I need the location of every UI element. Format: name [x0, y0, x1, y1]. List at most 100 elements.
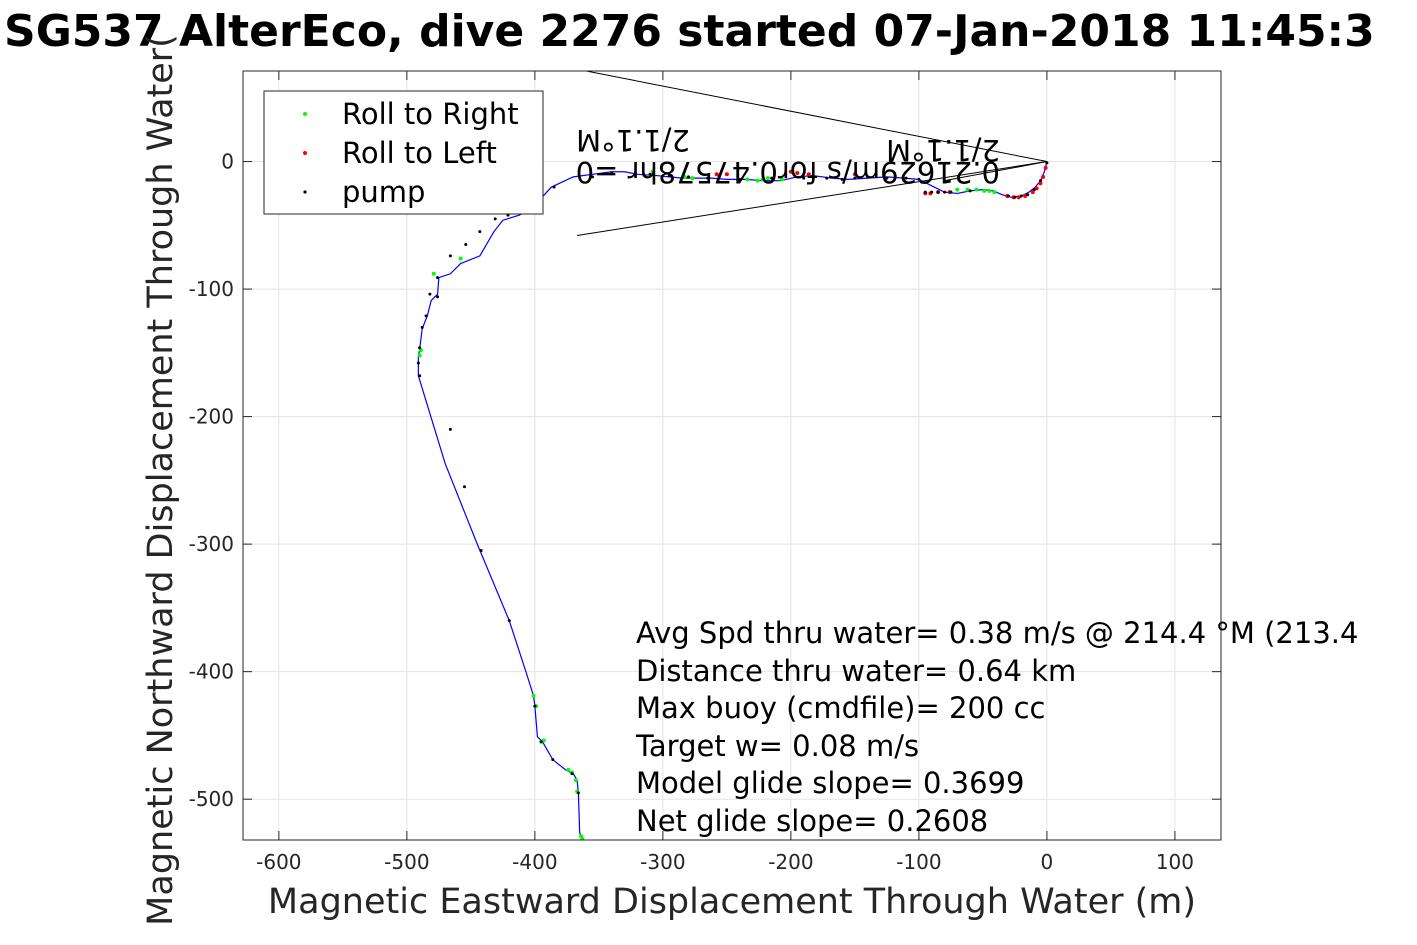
y-tick-label: -300 — [189, 532, 234, 556]
pump-point — [448, 427, 452, 431]
legend-marker-pump — [303, 190, 307, 194]
roll-to-right-point — [965, 187, 970, 192]
pump-point — [448, 254, 452, 258]
pump-point — [1026, 193, 1030, 197]
pump-point — [576, 791, 580, 795]
pump-point — [667, 174, 671, 178]
pump-point — [478, 230, 482, 234]
pump-point — [904, 176, 908, 180]
pump-point — [1007, 194, 1011, 198]
data-series — [416, 161, 1049, 840]
pump-point — [1045, 161, 1049, 165]
pump-point — [428, 292, 432, 296]
roll-to-right-point — [955, 187, 960, 192]
legend-box — [263, 90, 544, 215]
roll-to-right-point — [418, 348, 423, 353]
roll-to-left-point — [1038, 181, 1043, 186]
pump-point — [968, 189, 972, 193]
pump-point — [648, 172, 652, 176]
pump-point — [420, 325, 424, 329]
stat-avg-speed: Avg Spd thru water= 0.38 m/s @ 214.4 °M … — [636, 616, 1358, 650]
pump-point — [416, 361, 420, 365]
roll-to-right-point — [690, 176, 695, 181]
roll-to-right-point — [682, 174, 687, 179]
roll-to-left-point — [1041, 174, 1046, 179]
pump-point — [917, 177, 921, 181]
pump-point — [885, 176, 889, 180]
roll-to-right-point — [578, 834, 583, 839]
roll-to-right-point — [573, 778, 578, 783]
pump-point — [464, 242, 468, 246]
pump-point — [610, 171, 614, 175]
x-tick-label: -600 — [256, 850, 301, 874]
grid-lines — [243, 71, 1221, 840]
pump-point — [825, 176, 829, 180]
flipped-heading-label-2: 2/1.1°M — [886, 133, 1000, 167]
roll-to-left-point — [717, 173, 722, 178]
roll-to-right-point — [755, 178, 760, 183]
legend: Roll to Right Roll to Left pump — [263, 90, 544, 215]
flipped-current-label: 0.21629m/s for0.47578hr =0 — [576, 155, 1000, 189]
y-tick-label: -500 — [189, 787, 234, 811]
roll-to-right-point — [566, 767, 571, 772]
roll-to-left-point — [852, 172, 857, 177]
legend-marker-roll-left — [303, 151, 307, 155]
x-axis-label: Magnetic Eastward Displacement Through W… — [268, 882, 1196, 922]
legend-marker-roll-right — [303, 112, 307, 116]
roll-to-left-point — [1030, 190, 1035, 195]
roll-to-left-point — [806, 172, 811, 177]
pump-point — [770, 176, 774, 180]
flipped-heading-label-1: 2/1.1°M — [576, 123, 690, 157]
pump-point — [462, 485, 466, 489]
x-tick-labels: -600 -500 -400 -300 -200 -100 0 100 — [256, 850, 1194, 874]
roll-to-right-point — [650, 169, 655, 174]
reference-line — [577, 161, 1047, 237]
pump-point — [930, 190, 934, 194]
legend-label-roll-right: Roll to Right — [342, 97, 519, 131]
pump-point — [418, 374, 422, 378]
reference-lines — [577, 71, 1048, 237]
roll-to-right-point — [431, 271, 436, 276]
pump-point — [570, 772, 574, 776]
stat-max-buoy: Max buoy (cmdfile)= 200 cc — [636, 691, 1045, 725]
pump-point — [853, 176, 857, 180]
roll-to-right-point — [982, 188, 987, 193]
chart-title: SG537 AlterEco, dive 2276 started 07-Jan… — [4, 6, 1375, 57]
pump-point — [552, 185, 556, 189]
pump-point — [479, 549, 483, 553]
reference-line — [583, 71, 1048, 163]
pump-point — [590, 175, 594, 179]
roll-to-right-point — [745, 177, 750, 182]
pump-point — [923, 190, 927, 194]
pump-point — [949, 190, 953, 194]
stat-target-w: Target w= 0.08 m/s — [635, 729, 919, 763]
pump-point — [533, 704, 537, 708]
x-tick-label: -400 — [512, 850, 557, 874]
y-axis-label: Magnetic Northward Displacement Through … — [141, 34, 181, 926]
roll-to-left-point — [795, 171, 800, 176]
pump-point — [539, 740, 543, 744]
roll-to-left-point — [1016, 195, 1021, 200]
pump-point — [436, 276, 440, 280]
roll-to-left-point — [1023, 193, 1028, 198]
stat-model-glide: Model glide slope= 0.3699 — [636, 766, 1024, 800]
roll-to-left-point — [1043, 165, 1048, 170]
pump-point — [802, 176, 806, 180]
pump-point — [840, 177, 844, 181]
pump-point — [936, 190, 940, 194]
roll-to-right-point — [765, 176, 770, 181]
roll-to-right-point — [760, 177, 765, 182]
legend-label-pump: pump — [342, 175, 425, 209]
roll-to-right-point — [531, 693, 536, 698]
pump-point — [493, 217, 497, 221]
roll-to-right-point — [987, 188, 992, 193]
roll-to-right-point — [417, 353, 422, 358]
pump-point — [436, 295, 440, 299]
x-tick-label: 0 — [1041, 850, 1054, 874]
pump-point — [424, 314, 428, 318]
stats-block: Avg Spd thru water= 0.38 m/s @ 214.4 °M … — [635, 616, 1358, 838]
pump-point — [1013, 195, 1017, 199]
pump-point — [1019, 194, 1023, 198]
reference-line — [944, 161, 1047, 182]
